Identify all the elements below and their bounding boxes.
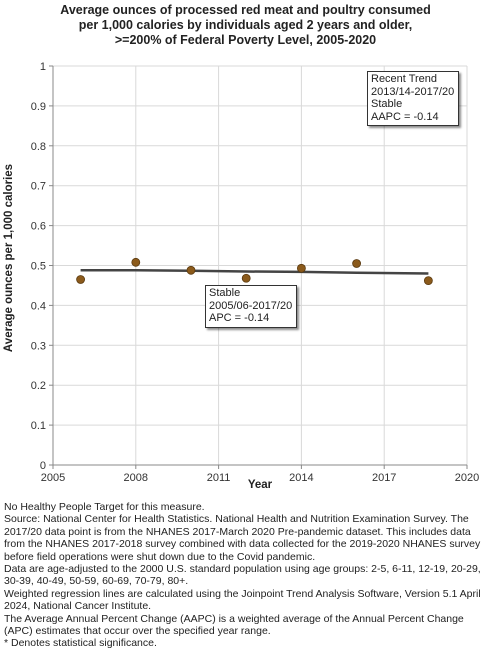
annotation-line: Stable xyxy=(371,98,403,110)
data-point xyxy=(352,259,362,268)
chart-title-line-1: Average ounces of processed red meat and… xyxy=(60,3,431,17)
footnotes: No Healthy People Target for this measur… xyxy=(4,501,488,650)
x-axis-label: Year xyxy=(248,479,273,491)
footnote: Weighted regression lines are calculated… xyxy=(4,587,481,613)
y-tick-label: 0.1 xyxy=(31,420,46,432)
axes xyxy=(49,65,468,469)
y-tick-label: 0.4 xyxy=(31,300,46,312)
x-tick-label: 2017 xyxy=(372,472,396,484)
y-tick-label: 0.9 xyxy=(31,101,46,113)
annotation-line: 2013/14-2017/20 xyxy=(371,85,455,98)
y-tick-label: 0.7 xyxy=(31,181,46,193)
data-points xyxy=(76,257,433,286)
x-tick-label: 2020 xyxy=(455,472,479,484)
trend-lines xyxy=(80,269,429,275)
data-point xyxy=(423,276,433,286)
annotation-line: Recent Trend xyxy=(371,73,438,85)
footnote: The Average Annual Percent Change (AAPC)… xyxy=(4,612,464,638)
y-tick-label: 0 xyxy=(40,460,46,472)
y-tick-label: 0.2 xyxy=(31,380,46,392)
chart-plot: 0 0.1 0.2 0.3 0.4 0.5 0.6 0.7 0.8 0.9 1 2005 2008 201… xyxy=(3,61,480,491)
x-tick-label: 2005 xyxy=(41,472,65,484)
annotation-recent-trend: Recent Trend 2013/14-2017/20 Stable AAPC… xyxy=(367,71,460,126)
footnote: No Healthy People Target for this measur… xyxy=(4,501,205,513)
x-tick-label: 2008 xyxy=(124,472,148,484)
x-tick-label: 2011 xyxy=(207,472,231,484)
y-tick-label: 0.6 xyxy=(31,221,46,233)
footnote: Source: National Center for Health Stati… xyxy=(4,513,481,563)
chart-title-line-2: per 1,000 calories by individuals aged 2… xyxy=(78,18,413,32)
footnote: Data are age-adjusted to the 2000 U.S. s… xyxy=(4,563,481,588)
tick-labels: 0 0.1 0.2 0.3 0.4 0.5 0.6 0.7 0.8 0.9 1 2005 2008 201… xyxy=(31,61,480,484)
data-point xyxy=(241,273,251,283)
y-axis-label: Average ounces per 1,000 calories xyxy=(3,164,15,352)
data-point xyxy=(76,275,85,284)
chart-title-line-3: >=200% of Federal Poverty Level, 2005-20… xyxy=(114,33,377,47)
annotation-line: 2005/06-2017/20 xyxy=(209,299,293,312)
y-tick-label: 0.5 xyxy=(31,261,46,273)
y-tick-label: 1 xyxy=(40,61,46,73)
annotation-line: Stable xyxy=(209,287,241,299)
data-point xyxy=(296,263,306,273)
x-tick-label: 2014 xyxy=(289,472,313,484)
annotation-line: AAPC = -0.14 xyxy=(371,110,439,123)
y-tick-label: 0.3 xyxy=(31,340,46,352)
data-point xyxy=(131,257,141,267)
footnote: * Denotes statistical significance. xyxy=(4,637,157,650)
chart-title: Average ounces of processed red meat and… xyxy=(0,3,491,48)
annotation-overall-trend: Stable 2005/06-2017/20 APC = -0.14 xyxy=(205,285,298,328)
annotation-line: APC = -0.14 xyxy=(209,312,270,324)
trend-line xyxy=(80,269,429,275)
y-tick-label: 0.8 xyxy=(31,141,46,153)
data-point xyxy=(186,265,196,275)
